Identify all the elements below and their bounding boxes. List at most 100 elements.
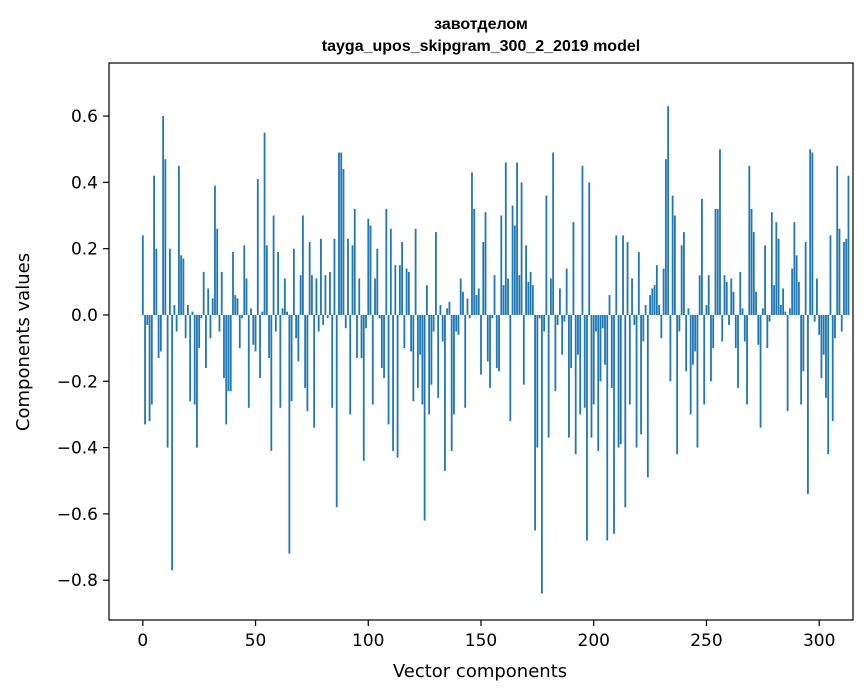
- bar: [628, 314, 631, 405]
- bar: [565, 268, 568, 315]
- bar: [838, 228, 841, 315]
- bar: [475, 295, 478, 315]
- bar: [606, 314, 609, 541]
- bar: [358, 278, 361, 315]
- bar: [268, 314, 270, 359]
- bar: [572, 222, 575, 315]
- bar: [207, 288, 210, 315]
- bar: [646, 314, 649, 478]
- bar: [394, 265, 397, 315]
- bar: [678, 314, 681, 332]
- bar: [462, 291, 464, 315]
- bar: [286, 311, 289, 315]
- bar: [577, 314, 579, 355]
- bar: [202, 271, 205, 315]
- bar: [559, 288, 561, 315]
- bar: [534, 314, 537, 531]
- bar: [701, 198, 703, 315]
- bar: [245, 278, 248, 315]
- bar: [766, 314, 769, 349]
- bar: [507, 278, 509, 315]
- bar: [435, 232, 437, 315]
- bar: [407, 271, 410, 315]
- bar: [710, 314, 712, 382]
- bar: [610, 314, 613, 388]
- bar: [196, 314, 198, 448]
- bar: [218, 314, 221, 332]
- bar: [362, 314, 365, 461]
- bar: [270, 314, 273, 451]
- bar: [495, 314, 498, 369]
- bar: [471, 172, 473, 315]
- bar: [416, 314, 419, 388]
- bar: [552, 152, 555, 315]
- bar: [254, 314, 257, 352]
- bar: [712, 314, 715, 349]
- bar: [658, 305, 661, 315]
- bar: [223, 314, 225, 378]
- bar: [367, 218, 370, 315]
- bar: [322, 314, 325, 325]
- bar: [680, 245, 683, 315]
- bars-group: [141, 106, 850, 594]
- bar: [825, 314, 827, 398]
- bar: [509, 314, 512, 422]
- bar: [608, 295, 611, 315]
- bar: [759, 314, 762, 428]
- bar: [777, 238, 780, 315]
- bar: [162, 116, 165, 315]
- bar: [662, 268, 665, 315]
- bar: [423, 314, 426, 521]
- bar: [683, 232, 685, 315]
- y-tick-label: −0.8: [57, 571, 98, 591]
- bar: [324, 275, 327, 315]
- bar: [340, 152, 343, 315]
- bar: [741, 308, 744, 315]
- bar: [387, 314, 390, 425]
- x-tick-label: 100: [352, 631, 384, 651]
- bar: [311, 275, 313, 315]
- bar: [365, 314, 367, 329]
- bar: [401, 242, 403, 315]
- bar: [205, 314, 207, 369]
- bar: [820, 314, 823, 378]
- bar: [353, 208, 356, 315]
- bar: [164, 159, 167, 315]
- bar: [220, 271, 223, 315]
- bar: [288, 314, 291, 554]
- bar: [597, 314, 600, 451]
- bar: [347, 238, 349, 315]
- bar: [277, 251, 279, 315]
- bar: [746, 314, 748, 405]
- x-tick-label: 200: [578, 631, 610, 651]
- bar: [450, 314, 453, 451]
- bar: [543, 314, 546, 332]
- bar: [150, 314, 153, 405]
- bar: [545, 195, 548, 315]
- bar: [525, 245, 527, 315]
- bar: [673, 215, 676, 315]
- bar: [671, 195, 674, 315]
- bar: [529, 271, 532, 315]
- bar: [640, 314, 642, 435]
- bar: [827, 314, 830, 455]
- bar: [489, 314, 491, 388]
- bar: [538, 314, 541, 319]
- bar: [464, 314, 467, 408]
- bar: [527, 281, 530, 315]
- bar: [173, 305, 176, 315]
- bar: [511, 205, 514, 315]
- y-tick-label: 0.0: [71, 306, 98, 326]
- bar: [626, 242, 629, 315]
- bar: [615, 235, 618, 315]
- bar: [308, 242, 311, 315]
- bar: [252, 314, 255, 345]
- bar: [764, 245, 766, 315]
- bar: [439, 305, 442, 315]
- bar: [633, 314, 636, 325]
- bar: [261, 311, 264, 315]
- bar: [410, 314, 413, 352]
- bar: [748, 165, 751, 315]
- bar: [811, 152, 814, 315]
- bar: [315, 278, 318, 315]
